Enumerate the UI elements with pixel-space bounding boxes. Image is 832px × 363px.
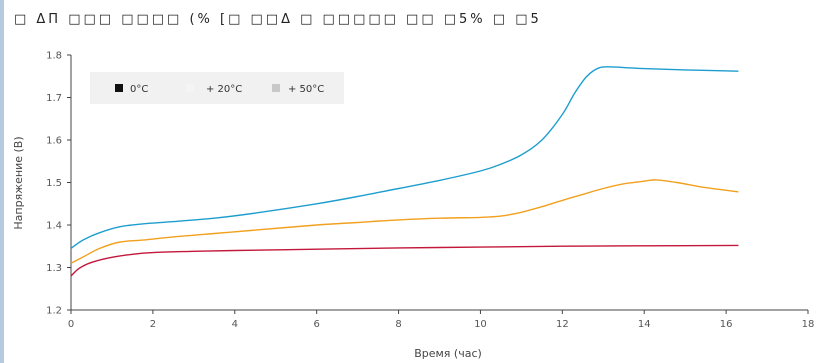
x-tick-label: 12 — [556, 319, 569, 330]
y-tick-label: 1.3 — [46, 263, 62, 274]
y-tick-label: 1.7 — [46, 93, 62, 104]
y-tick-label: 1.4 — [46, 221, 62, 232]
legend-label-20c: + 20°C — [206, 84, 242, 95]
x-axis-label: Время (час) — [414, 347, 482, 360]
y-axis-label: Напряжение (В) — [12, 136, 25, 229]
x-tick-label: 6 — [313, 319, 319, 330]
y-tick-label: 1.8 — [46, 51, 62, 62]
series-line-0c — [70, 244, 739, 277]
x-tick-label: 2 — [150, 319, 156, 330]
y-tick-label: 1.6 — [46, 136, 62, 147]
x-tick-label: 18 — [802, 319, 815, 330]
legend-swatch-50c — [272, 84, 280, 92]
y-tick-label: 1.2 — [46, 306, 62, 317]
legend-swatch-20c — [186, 84, 194, 92]
x-tick-label: 8 — [395, 319, 401, 330]
series-line-20c — [70, 179, 739, 264]
left-accent-bar — [0, 0, 4, 363]
x-tick-label: 14 — [638, 319, 651, 330]
chart-title: □ ΔΠ □□□ □□□□ (% [□ □□Δ □ □□□□□ □□ □5% □… — [14, 12, 542, 27]
axes: 0 2 4 6 8 10 12 14 16 18 1.2 1.3 1.4 1.5 1.6 1.7 1.8 — [46, 51, 814, 331]
x-tick-label: 0 — [68, 319, 74, 330]
x-tick-label: 4 — [232, 319, 238, 330]
x-tick-label: 10 — [474, 319, 487, 330]
legend-background — [90, 72, 344, 104]
legend-label-0c: 0°C — [130, 84, 148, 95]
legend-swatch-0c — [115, 84, 123, 92]
series-line-50c — [70, 66, 739, 249]
x-tick-label: 16 — [720, 319, 733, 330]
legend: 0°C + 20°C + 50°C — [90, 72, 344, 104]
legend-label-50c: + 50°C — [288, 84, 324, 95]
y-tick-label: 1.5 — [46, 178, 62, 189]
